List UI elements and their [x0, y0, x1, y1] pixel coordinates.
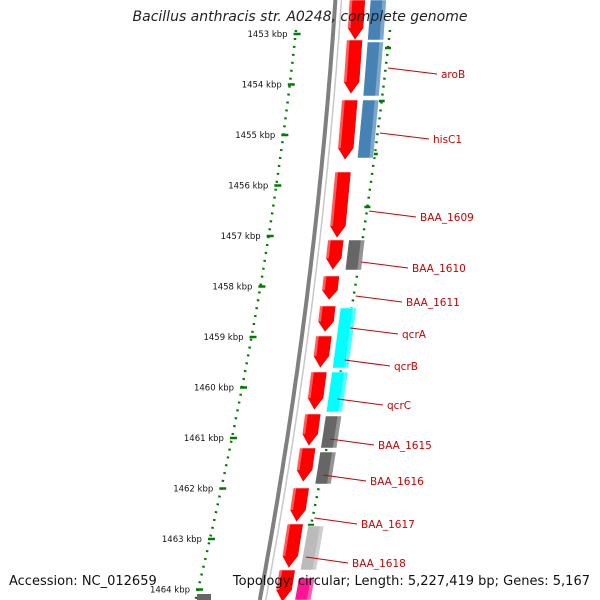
scale-label: 1462 kbp: [173, 485, 213, 495]
gene-label: hisC1: [379, 132, 462, 146]
scale-dotted-line: [194, 29, 298, 600]
scale-label: 1455 kbp: [235, 131, 275, 141]
gene-label: qcrA: [350, 327, 427, 341]
gene-block-6: [325, 371, 349, 413]
gene-label: BAA_1609: [368, 210, 474, 224]
gene-label-text: BAA_1616: [370, 476, 424, 488]
genome-summary-text: Topology: circular; Length: 5,227,419 bp…: [232, 574, 590, 589]
genome-backbone: [257, 0, 343, 600]
gene-label-text: qcrB: [394, 361, 418, 373]
gene-label-text: BAA_1615: [378, 440, 432, 452]
accession-text: Accession: NC_012659: [9, 574, 157, 589]
cds-arrow-12: [289, 487, 310, 523]
gene-label-text: BAA_1611: [406, 297, 460, 309]
cds-arrow-2: [343, 39, 363, 95]
scale-label: 1460 kbp: [194, 384, 234, 394]
backbone-line: [257, 0, 338, 600]
gene-label: BAA_1617: [314, 517, 415, 531]
cds-arrow-11: [296, 447, 316, 483]
gene-label-text: hisC1: [433, 134, 462, 146]
scale-label: 1459 kbp: [203, 333, 243, 343]
cds-arrow-6: [321, 275, 340, 301]
gene-label: qcrB: [344, 359, 418, 373]
gene-label: BAA_1618: [305, 556, 406, 570]
cds-arrow-7: [317, 305, 337, 333]
gene-label: BAA_1610: [361, 261, 466, 275]
gene-block-9: [300, 525, 325, 571]
gene-label-text: aroB: [441, 69, 465, 81]
cds-arrow-5: [325, 239, 345, 271]
cds-arrow-3: [337, 99, 359, 161]
scale-label: 1453 kbp: [248, 30, 288, 40]
gene-label: aroB: [387, 67, 465, 81]
gene-label-text: BAA_1609: [420, 212, 474, 224]
gene-label-text: qcrA: [402, 329, 427, 341]
outer-dotted-line: [302, 29, 392, 561]
gene-label: qcrC: [337, 398, 411, 412]
gene-label-text: BAA_1618: [352, 558, 406, 570]
scale-label: 1457 kbp: [221, 232, 261, 242]
scale-label: 1458 kbp: [212, 283, 252, 293]
gene-label-text: qcrC: [387, 400, 411, 412]
cds-arrow-9: [307, 371, 328, 411]
gene-block-4: [345, 239, 366, 271]
cds-arrow-14: [275, 569, 296, 600]
gene-block-8: [314, 451, 337, 485]
cds-arrow-13: [282, 523, 304, 569]
map-title: Bacillus anthracis str. A0248, complete …: [132, 9, 468, 25]
gene-label: BAA_1615: [330, 438, 432, 452]
scale-label: 1463 kbp: [162, 535, 202, 545]
gene-block-10: [294, 577, 316, 600]
scale-label: 1464 kbp: [150, 586, 190, 596]
gene-block-1: [367, 0, 387, 41]
gene-label-text: BAA_1617: [361, 519, 415, 531]
scale-label: 1454 kbp: [242, 81, 282, 91]
gene-block-2: [362, 41, 384, 97]
gene-block-7: [320, 415, 342, 449]
gene-features: [197, 0, 387, 600]
scale-label: 1461 kbp: [184, 434, 224, 444]
gene-label-text: BAA_1610: [412, 263, 466, 275]
backbone-edge: [265, 0, 343, 600]
cds-arrow-1: [347, 0, 366, 41]
cds-arrow-4: [329, 171, 352, 239]
partial-gene-block: [197, 594, 211, 600]
gene-block-5: [332, 307, 357, 369]
gene-block-3: [357, 99, 380, 159]
gene-labels: aroB hisC1 BAA_1609 BAA_1610 BAA_1611 qcrA qcr…: [305, 67, 474, 570]
cds-arrow-10: [301, 413, 322, 447]
gene-label: BAA_1616: [322, 474, 424, 488]
cds-arrow-8: [313, 335, 333, 369]
scale-label: 1456 kbp: [228, 182, 268, 192]
gene-label: BAA_1611: [355, 295, 460, 309]
